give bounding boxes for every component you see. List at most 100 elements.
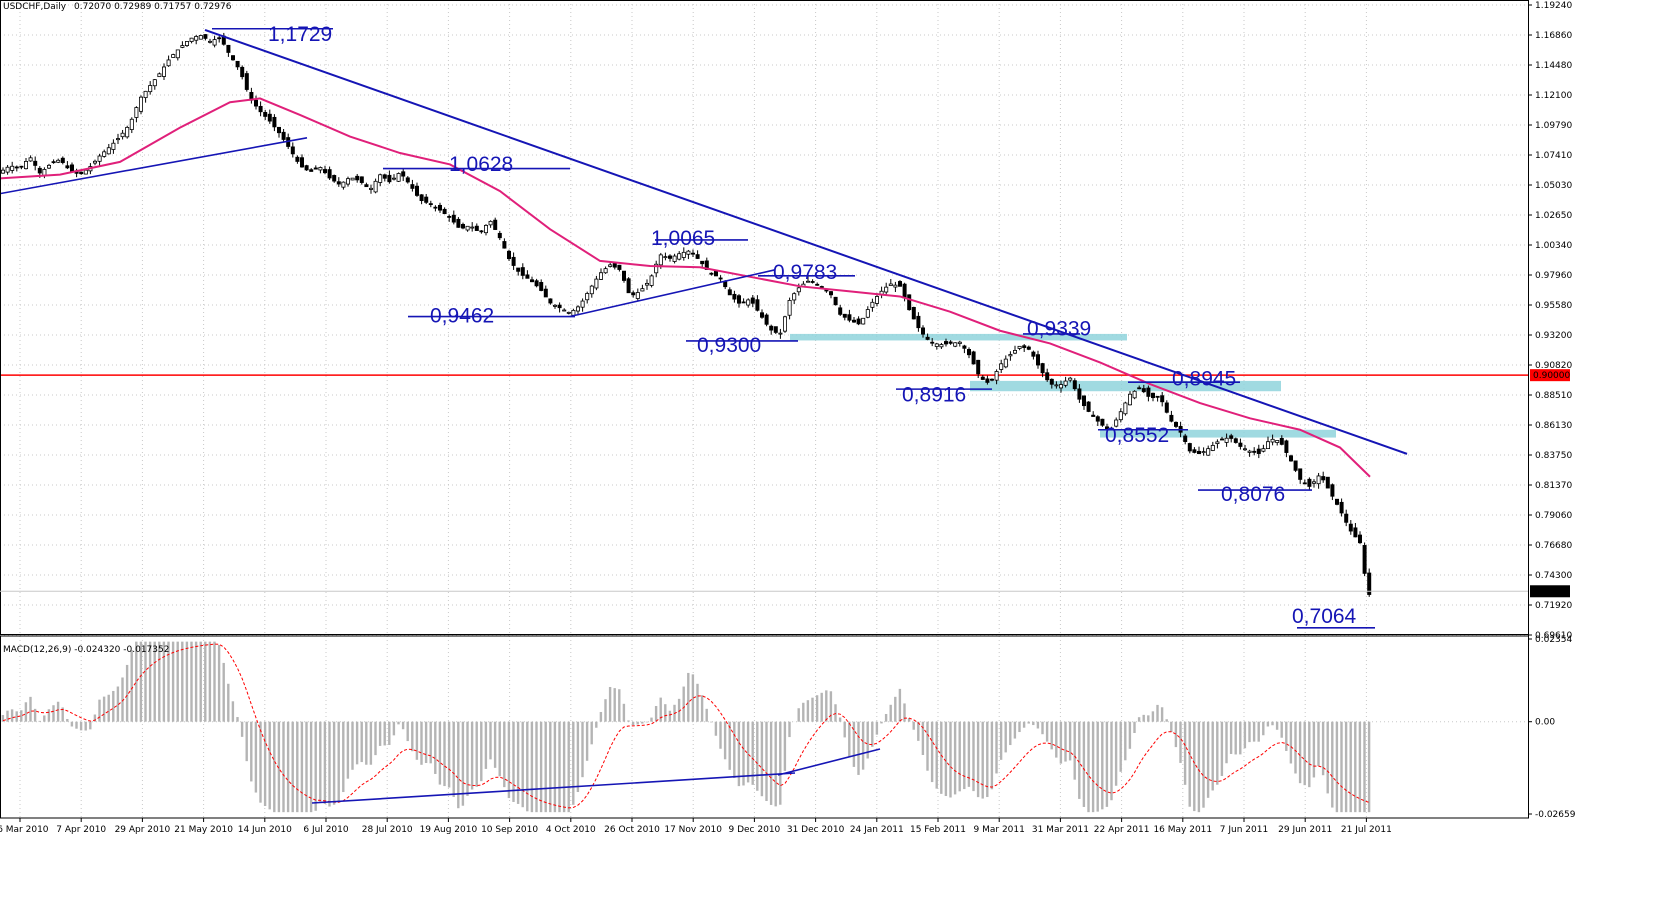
candle-body xyxy=(0,169,6,174)
candle-body xyxy=(1353,527,1358,538)
macd-bar xyxy=(1027,721,1030,724)
macd-bar xyxy=(250,721,253,782)
macd-bar xyxy=(153,641,156,722)
candle-body xyxy=(516,267,521,272)
candle-body xyxy=(143,90,148,99)
candle-body xyxy=(244,73,249,90)
candle-body xyxy=(161,66,166,77)
ohlc-header: 0.72070 0.72989 0.71757 0.72976 xyxy=(74,2,232,12)
candle-body xyxy=(668,255,673,259)
macd-bar xyxy=(1193,721,1196,812)
candle-body xyxy=(1008,354,1013,357)
macd-bar xyxy=(774,721,777,807)
macd-bar xyxy=(1068,721,1072,761)
macd-bar xyxy=(953,721,957,795)
macd-bar xyxy=(1183,721,1187,785)
macd-bar xyxy=(760,721,764,797)
candle-body xyxy=(783,316,788,332)
macd-bar xyxy=(1050,721,1053,750)
macd-bar xyxy=(838,717,842,722)
macd-bar xyxy=(852,721,856,767)
candle-body xyxy=(1026,346,1031,350)
candle-body xyxy=(313,167,318,170)
macd-bar xyxy=(562,721,566,813)
candle-body xyxy=(1215,441,1220,444)
candle-body xyxy=(382,174,387,179)
candle-body xyxy=(1206,448,1211,456)
candle-body xyxy=(520,267,525,276)
macd-bar xyxy=(1105,721,1109,807)
macd-bar xyxy=(52,705,55,722)
candle-body xyxy=(1335,498,1340,505)
macd-bar xyxy=(1234,721,1237,755)
x-tick-label: 16 Mar 2010 xyxy=(0,825,49,835)
macd-bar xyxy=(415,721,419,760)
candle-body xyxy=(414,185,419,196)
candle-body xyxy=(672,255,677,262)
candle-body xyxy=(1146,387,1151,397)
candle-body xyxy=(934,343,939,347)
macd-bar xyxy=(498,721,501,777)
candle-body xyxy=(829,291,834,296)
macd-bar xyxy=(355,721,359,765)
macd-bar xyxy=(33,708,37,722)
candle-body xyxy=(856,318,861,325)
candle-body xyxy=(645,282,650,286)
candle-body xyxy=(345,178,350,185)
macd-bar xyxy=(1160,707,1164,722)
macd-bar xyxy=(1358,721,1362,813)
macd-bar xyxy=(1059,721,1063,764)
macd-bar xyxy=(829,691,833,722)
x-tick-label: 6 Jul 2010 xyxy=(303,825,348,835)
candle-body xyxy=(911,306,916,320)
macd-bar xyxy=(420,721,423,765)
candle-body xyxy=(387,174,392,183)
candle-body xyxy=(410,184,415,189)
annotation-label: 0,9462 xyxy=(430,305,494,328)
macd-bar xyxy=(1133,721,1136,733)
candle-body xyxy=(1312,481,1317,484)
macd-panel xyxy=(0,641,1528,813)
candle-body xyxy=(865,309,870,318)
macd-bar xyxy=(990,721,994,790)
candle-body xyxy=(1123,402,1128,415)
macd-bar xyxy=(199,641,202,722)
price-annotations: 1,1729 1,0628 1,0065 0,9462 0,9783 0,9300 0,93… xyxy=(268,23,1357,628)
candle-body xyxy=(948,341,953,344)
candle-body xyxy=(1302,482,1307,485)
macd-bar xyxy=(328,721,331,807)
candle-body xyxy=(875,296,880,304)
candle-body xyxy=(405,177,410,183)
candle-body xyxy=(562,309,567,312)
candle-body xyxy=(506,250,511,260)
candle-body xyxy=(447,215,452,218)
x-tick-label: 7 Jun 2011 xyxy=(1220,825,1268,835)
candle-body xyxy=(1210,444,1215,451)
macd-bar xyxy=(710,721,713,723)
trendlines[interactable] xyxy=(0,27,1408,629)
macd-bar xyxy=(608,686,612,722)
annotation-label: 0,8916 xyxy=(902,383,966,406)
candle-body xyxy=(212,39,217,46)
macd-panel-frame xyxy=(0,635,1529,819)
macd-bar xyxy=(700,695,704,722)
macd-bar xyxy=(351,721,354,770)
candle-body xyxy=(1367,572,1372,595)
macd-bar xyxy=(843,721,846,738)
candle-body xyxy=(576,306,581,312)
candle-body xyxy=(1013,350,1018,354)
macd-bar xyxy=(263,721,267,807)
candle-body xyxy=(1054,384,1059,387)
candle-body xyxy=(1330,484,1335,497)
macd-bar xyxy=(1004,721,1007,753)
candlesticks xyxy=(0,32,1372,597)
candle-body xyxy=(971,351,976,365)
candle-body xyxy=(1132,390,1137,399)
macd-bar xyxy=(1321,721,1325,776)
candle-body xyxy=(741,301,746,304)
macd-bar xyxy=(319,721,322,802)
candle-body xyxy=(1017,345,1022,349)
candle-body xyxy=(626,278,631,294)
candle-body xyxy=(203,34,208,39)
